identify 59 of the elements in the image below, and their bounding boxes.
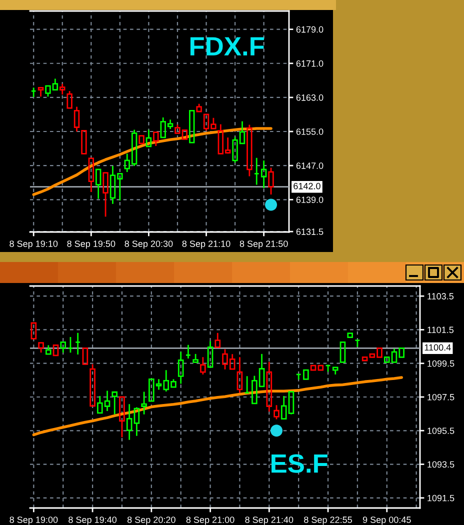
candlestick bbox=[45, 344, 52, 355]
y-tick-label: 1101.5 bbox=[428, 326, 454, 334]
candlestick bbox=[146, 129, 152, 148]
candlestick bbox=[95, 168, 102, 200]
candlestick bbox=[200, 356, 206, 376]
y-tick-label: 1103.5 bbox=[428, 293, 454, 300]
candlestick bbox=[196, 103, 202, 112]
candlestick bbox=[153, 132, 159, 147]
candlestick bbox=[236, 356, 243, 394]
ref-line-label: 1100.4 bbox=[424, 344, 451, 351]
candlestick bbox=[66, 90, 72, 109]
candlestick bbox=[60, 83, 66, 96]
candlestick bbox=[119, 396, 125, 438]
candlestick bbox=[141, 391, 147, 416]
x-tick-label: 8 Sep 21:10 bbox=[182, 240, 230, 249]
candlestick bbox=[88, 158, 94, 193]
x-tick-label: 8 Sep 20:20 bbox=[127, 516, 176, 525]
y-tick-label: 1099.5 bbox=[428, 360, 454, 367]
y-tick-label: 6139.0 bbox=[296, 196, 324, 203]
y-tick-label: 6179.0 bbox=[296, 26, 324, 33]
candlestick bbox=[332, 366, 338, 376]
x-tick-label: 8 Sep 20:30 bbox=[124, 240, 173, 249]
x-tick-label: 8 Sep 19:50 bbox=[67, 240, 116, 249]
candlestick bbox=[126, 403, 132, 441]
y-tick-label: 1091.5 bbox=[428, 494, 454, 502]
y-tick-label: 6155.0 bbox=[296, 128, 324, 135]
candlestick bbox=[214, 332, 221, 348]
x-tick-label: 8 Sep 21:40 bbox=[245, 516, 294, 525]
candlestick bbox=[192, 353, 198, 363]
y-tick-label: 1093.5 bbox=[428, 461, 454, 468]
x-tick-label: 8 Sep 21:50 bbox=[240, 240, 288, 249]
text: ES.F bbox=[272, 454, 328, 473]
candlestick bbox=[102, 172, 108, 218]
candlestick bbox=[246, 124, 252, 177]
x-tick-label: 8 Sep 19:00 bbox=[10, 516, 58, 525]
y-tick-label: 6131.5 bbox=[296, 228, 324, 235]
text: FDX.F bbox=[190, 37, 264, 56]
x-tick-label: 8 Sep 22:55 bbox=[304, 516, 352, 525]
candlestick bbox=[60, 341, 66, 354]
y-tick-label: 6147.0 bbox=[296, 162, 324, 169]
candlestick bbox=[260, 160, 267, 189]
y-tick-label: 1095.5 bbox=[428, 428, 454, 434]
x-tick-label: 8 Sep 21:00 bbox=[186, 516, 234, 525]
y-tick-label: 6171.0 bbox=[296, 60, 324, 67]
candlestick bbox=[178, 351, 184, 384]
candlestick bbox=[74, 106, 80, 132]
ref-line-label: 6142.0 bbox=[294, 182, 320, 190]
candlestick bbox=[268, 167, 274, 196]
y-tick-label: 1097.5 bbox=[428, 394, 454, 400]
candlestick bbox=[207, 340, 214, 368]
candlestick bbox=[134, 406, 140, 437]
line-series bbox=[32, 376, 403, 436]
candlestick bbox=[38, 86, 44, 98]
x-tick-label: 9 Sep 00:45 bbox=[362, 516, 411, 525]
x-tick-label: 8 Sep 19:40 bbox=[68, 516, 117, 525]
candlestick bbox=[112, 391, 118, 416]
x-tick-label: 8 Sep 19:10 bbox=[10, 240, 58, 249]
y-tick-label: 6163.0 bbox=[296, 94, 324, 101]
candlestick bbox=[266, 361, 272, 412]
